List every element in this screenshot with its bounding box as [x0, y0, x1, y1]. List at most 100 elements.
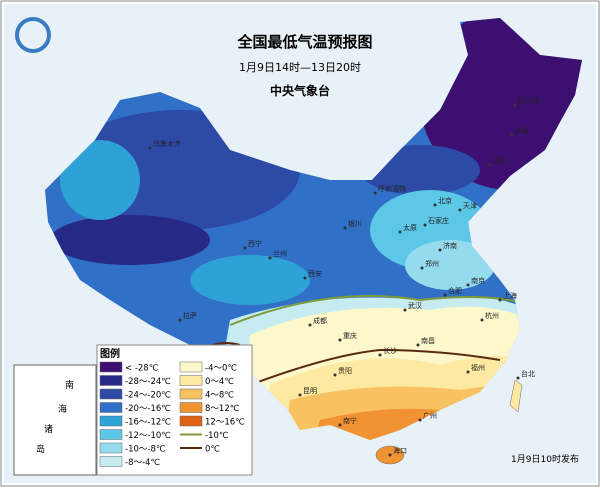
city-dot	[516, 376, 520, 380]
period: 1月9日14时—13日20时	[239, 61, 361, 74]
city-dot	[488, 163, 492, 167]
inset-label: 海	[58, 403, 67, 415]
city-dot	[480, 318, 484, 322]
city-label: 南京	[471, 276, 485, 285]
legend-swatch	[179, 388, 203, 400]
city-label: 合肥	[448, 286, 462, 295]
legend-label: -24～-20℃	[125, 391, 171, 401]
city-dot	[148, 146, 152, 150]
city-label: 武汉	[408, 301, 422, 310]
city-dot	[498, 298, 502, 302]
city-dot	[438, 248, 442, 252]
city-dot	[373, 191, 377, 195]
city-dot	[243, 246, 247, 250]
city-label: 南宁	[343, 416, 357, 425]
city-dot	[513, 103, 517, 107]
footer: 1月9日10时发布	[511, 453, 579, 465]
city-label: 广州	[423, 411, 437, 420]
legend-label: < -28℃	[125, 364, 159, 374]
city-label: 杭州	[485, 311, 499, 320]
city-dot	[378, 353, 382, 357]
city-label: 西宁	[248, 239, 262, 248]
legend-label: -8～-4℃	[125, 458, 160, 468]
city-dot	[418, 418, 422, 422]
city-label: 兰州	[273, 249, 287, 258]
city-label: 天津	[463, 202, 477, 210]
city-label: 银川	[348, 219, 362, 228]
city-dot	[510, 133, 514, 137]
city-label: 上海	[503, 291, 517, 300]
legend-label: -12～-10℃	[125, 431, 171, 441]
legend-box	[96, 344, 253, 476]
legend-swatch	[179, 402, 203, 413]
city-dot	[466, 370, 470, 374]
city-label: 呼和浩特	[378, 184, 406, 193]
legend-swatch	[99, 456, 123, 467]
legend-label: -16～-12℃	[125, 418, 171, 428]
legend-label: -10℃	[205, 431, 229, 441]
city-label: 海口	[393, 446, 407, 455]
city-label: 北京	[438, 196, 452, 205]
city-label: 沈阳	[493, 156, 507, 165]
legend-swatch	[99, 361, 123, 373]
legend-label: -20～-16℃	[125, 404, 171, 414]
city-dot	[466, 283, 470, 287]
city-label: 贵阳	[338, 366, 352, 375]
city-label: 台北	[521, 369, 535, 378]
city-dot	[443, 293, 447, 297]
legend-swatch	[99, 415, 123, 427]
title: 全国最低气温预报图	[236, 33, 372, 51]
city-dot	[268, 256, 272, 260]
inset-label: 诸	[44, 424, 53, 435]
city-label: 西安	[308, 269, 322, 278]
city-dot	[338, 423, 342, 427]
city-label: 济南	[443, 241, 457, 250]
city-dot	[420, 266, 424, 270]
legend-label: 0～4℃	[205, 377, 234, 387]
city-label: 乌鲁木齐	[153, 139, 181, 148]
city-dot	[416, 343, 420, 347]
city-label: 太原	[403, 223, 417, 232]
city-label: 南昌	[421, 336, 435, 345]
city-dot	[298, 393, 302, 397]
taiwan	[509, 379, 523, 413]
legend-swatch	[99, 429, 123, 440]
legend-label: 0℃	[205, 445, 220, 455]
legend-swatch	[99, 402, 123, 413]
city-label: 哈尔滨	[518, 96, 539, 105]
city-label: 长沙	[383, 346, 397, 355]
city-dot	[398, 230, 402, 234]
legend-label: -28～-24℃	[125, 377, 171, 387]
city-label: 石家庄	[428, 216, 449, 225]
city-dot	[343, 226, 347, 230]
city-dot	[433, 203, 437, 207]
city-dot	[338, 338, 342, 342]
city-dot	[423, 223, 427, 227]
legend-swatch	[99, 388, 123, 400]
inset-label: 南	[65, 379, 74, 391]
legend-label: -4～0℃	[205, 364, 237, 374]
city-dot	[308, 323, 312, 327]
legend-label: -10～-8℃	[125, 445, 166, 455]
city-dot	[388, 453, 392, 457]
city-label: 重庆	[343, 331, 357, 340]
city-label: 昆明	[303, 387, 317, 395]
city-label: 成都	[313, 316, 327, 325]
city-dot	[303, 276, 307, 280]
legend-title: 图例	[100, 347, 120, 360]
legend-swatch	[99, 375, 123, 386]
legend-swatch	[99, 442, 123, 454]
logo	[15, 17, 51, 53]
city-label: 拉萨	[183, 311, 197, 320]
inset-box	[13, 364, 97, 476]
legend-label: 8～12℃	[205, 404, 240, 414]
city-label: 福州	[471, 363, 485, 372]
legend-swatch	[179, 375, 203, 386]
legend-label: 4～8℃	[205, 391, 234, 401]
city-label: 长春	[515, 126, 529, 135]
legend-swatch	[179, 415, 203, 427]
city-dot	[333, 373, 337, 377]
city-label: 郑州	[425, 260, 439, 268]
legend-swatch	[179, 361, 203, 373]
